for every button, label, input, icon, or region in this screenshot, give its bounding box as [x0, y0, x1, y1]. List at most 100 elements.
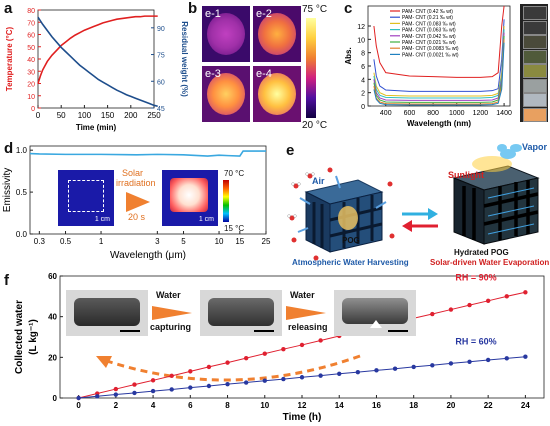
- colorbar-min-label: 20 °C: [302, 120, 328, 131]
- data-point: [243, 380, 249, 385]
- x-tick-label: 0.5: [60, 237, 72, 246]
- plot-frame: [367, 5, 511, 107]
- panel-d: d 0.3 0.5 1 3 5 10 15 25 0.0 0.5 1.0 Wavelength (μm…: [0, 140, 275, 270]
- x-tick-label: 3: [155, 237, 160, 246]
- legend-entry: PAM- CNT (0.0083 ‰ wt): [402, 46, 459, 52]
- sunlight-glow: [472, 156, 512, 172]
- x-axis-label: Wavelength (nm): [407, 119, 471, 128]
- y-tick-label: 0: [53, 394, 58, 403]
- series-line-7: [373, 42, 505, 106]
- panel-a: a 0 50 100 150 200 250 0 10 20 30 40 50 60 70 80 45 60 75…: [0, 0, 190, 135]
- panel-label-b: b: [188, 0, 198, 17]
- data-point: [113, 386, 119, 392]
- arrow-back-head: [402, 220, 412, 232]
- step-capture-2: capturing: [150, 322, 192, 332]
- data-point: [392, 366, 398, 371]
- y-tick-label: 0.5: [16, 188, 28, 197]
- image-label: e-2: [256, 8, 272, 20]
- schematic-e: [287, 144, 540, 261]
- x-tick-label: 14: [335, 401, 344, 410]
- colorbar: [306, 18, 316, 118]
- label-hydrated-pog: Hydrated POG: [454, 248, 509, 257]
- y-tick-label: 0: [361, 104, 365, 111]
- y-tick-label-right: 75: [157, 53, 165, 60]
- y-axis-label: Collected water: [14, 300, 25, 374]
- hydrated-cube: [452, 165, 540, 245]
- caption-left: Atmospheric Water Harvesting: [292, 258, 409, 267]
- x-tick-label: 400: [380, 110, 392, 117]
- chart-a: 0 50 100 150 200 250 0 10 20 30 40 50 60 70 80 45 60 75 90…: [5, 8, 189, 132]
- ir-image-before: 1 cm: [58, 170, 114, 226]
- data-point: [169, 373, 174, 379]
- legend-entry: PAM- CNT (0.0021 ‰ wt): [402, 52, 459, 58]
- vapor-icon: [497, 144, 522, 159]
- pog-cube: [304, 179, 384, 253]
- legend-entry: PAM- CNT (0.083 ‰ wt): [402, 21, 456, 27]
- panel-label-d: d: [4, 140, 14, 157]
- ir-colorbar-min: 15 °C: [224, 224, 245, 233]
- y-tick-label-left: 20: [27, 82, 35, 89]
- x-tick-label: 25: [262, 237, 271, 246]
- legend-entry: PAM- CNT (0.063 ‰ wt): [402, 28, 456, 34]
- x-tick-label: 0.3: [34, 237, 46, 246]
- data-point: [318, 338, 323, 343]
- x-axis-label: Wavelength (μm): [110, 250, 186, 261]
- x-tick-label: 22: [484, 401, 493, 410]
- data-point: [337, 371, 342, 377]
- arrow-capture: [152, 306, 192, 320]
- y-axis-label: Emissivity: [2, 168, 13, 212]
- image-label: e-4: [256, 68, 272, 80]
- y-axis-label-right: Residual weight (%): [180, 21, 189, 97]
- photo-dry: [66, 290, 148, 336]
- arrow-text-solar: Solar: [122, 168, 144, 178]
- data-point: [299, 375, 305, 380]
- x-tick-label: 18: [409, 401, 418, 410]
- data-point: [262, 378, 267, 383]
- caption-right: Solar-driven Water Evaporation: [430, 258, 550, 267]
- data-point: [467, 359, 472, 365]
- y-tick-label-left: 10: [27, 94, 35, 101]
- panel-label-f: f: [4, 272, 9, 289]
- x-tick-label: 100: [78, 111, 92, 120]
- y-tick-label: 0.0: [16, 230, 28, 239]
- data-point: [355, 369, 361, 375]
- thermal-image-e4: e-4: [253, 66, 301, 122]
- ir-colorbar: [223, 180, 229, 222]
- data-point: [206, 383, 212, 389]
- x-tick-label: 4: [151, 401, 156, 410]
- scale-bar-label: 1 cm: [198, 216, 214, 223]
- series-line-1: [37, 16, 158, 107]
- x-tick-label: 1: [99, 237, 104, 246]
- x-tick-label: 20: [446, 401, 455, 410]
- panel-e: e: [278, 140, 550, 270]
- data-point: [243, 355, 249, 361]
- arrow-text-time: 20 s: [128, 212, 146, 222]
- data-point: [169, 387, 174, 392]
- series-label: RH = 90%: [455, 272, 496, 282]
- data-point: [485, 298, 491, 304]
- y-tick-label-left: 30: [27, 69, 35, 76]
- data-point: [188, 369, 193, 374]
- x-tick-label: 24: [521, 401, 530, 410]
- data-point: [132, 382, 137, 387]
- y-tick-label: 6: [361, 64, 365, 71]
- thermal-image-e1: e-1: [202, 6, 250, 62]
- photo-released: [334, 290, 416, 336]
- ir-image-after: 1 cm: [162, 170, 218, 226]
- y-tick-label: 8: [361, 51, 365, 58]
- x-axis-label: Time (h): [283, 412, 322, 423]
- y-tick-label: 10: [357, 37, 365, 44]
- label-pog: POG: [342, 236, 360, 245]
- chart-d: 0.3 0.5 1 3 5 10 15 25 0.0 0.5 1.0 Wavelength (μm) E…: [2, 145, 271, 261]
- x-tick-label: 1000: [449, 110, 465, 117]
- water-molecules: [289, 167, 395, 261]
- data-point: [318, 373, 323, 378]
- data-point: [76, 395, 81, 401]
- x-tick-label: 50: [57, 111, 66, 120]
- data-point: [467, 302, 472, 308]
- colorbar-max-label: 75 °C: [302, 4, 328, 15]
- x-tick-label: 10: [215, 237, 224, 246]
- y-tick-label: 1.0: [16, 146, 28, 155]
- series-line-0: [37, 15, 158, 84]
- step-release-2: releasing: [288, 322, 328, 332]
